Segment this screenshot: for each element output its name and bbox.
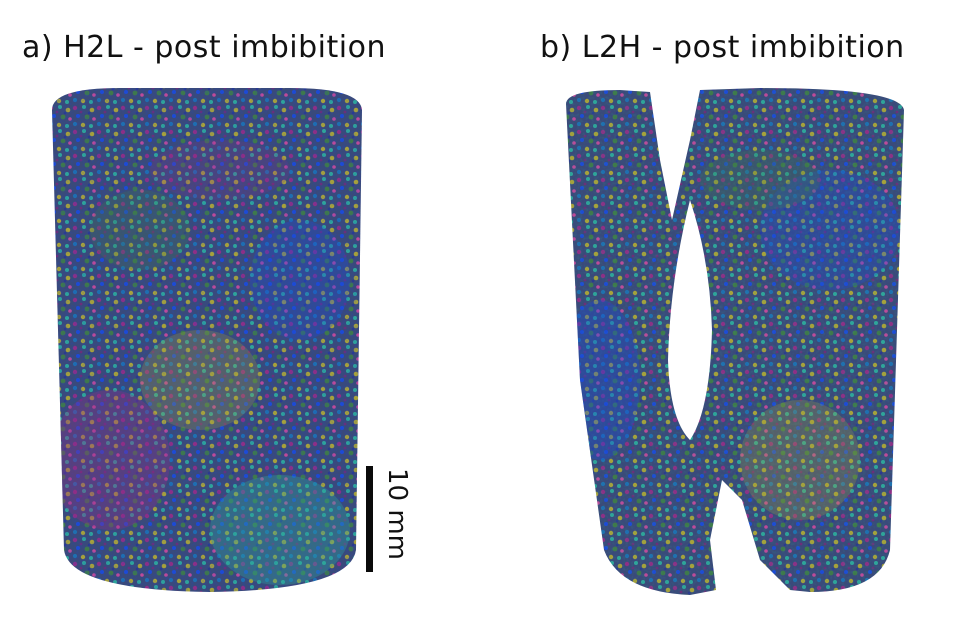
panel-b-title: b) L2H - post imbibition [540, 30, 905, 65]
sample-renderings [52, 88, 904, 595]
panel-a-title: a) H2L - post imbibition [22, 30, 386, 65]
scale-bar [366, 466, 373, 572]
scale-bar-label: 10 mm [382, 468, 412, 561]
panel-b-sample [566, 88, 904, 595]
panel-b-gap [668, 200, 712, 440]
panel-a-sample [52, 88, 362, 592]
